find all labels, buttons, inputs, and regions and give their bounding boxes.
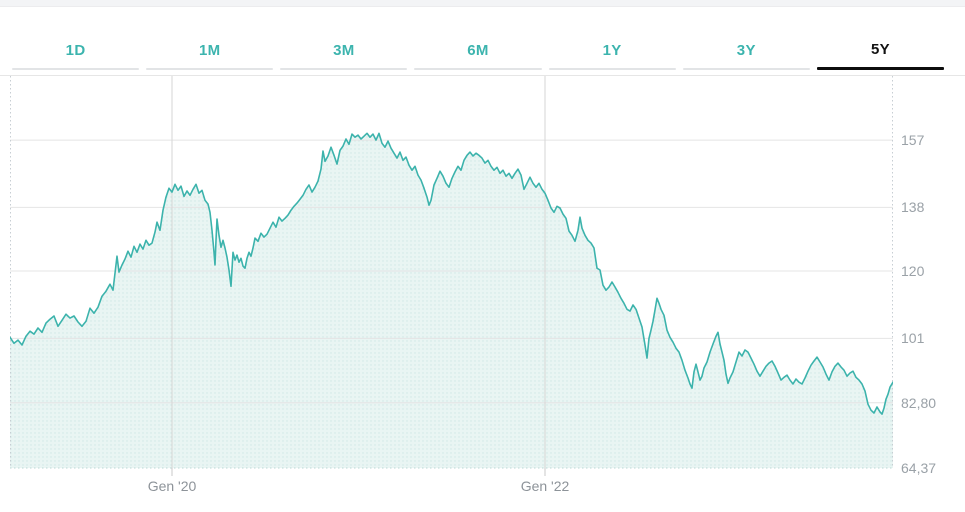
y-axis-label: 120 <box>901 263 925 280</box>
y-axis-label: 138 <box>901 199 925 216</box>
tab-5y[interactable]: 5Y <box>816 28 944 70</box>
tab-1m[interactable]: 1M <box>146 28 274 70</box>
tab-1m-label: 1M <box>198 42 221 59</box>
tab-3m[interactable]: 3M <box>280 28 408 70</box>
tab-1y[interactable]: 1Y <box>548 28 676 70</box>
tab-3m-underline <box>280 68 408 70</box>
period-tabbar: 1D 1M 3M 6M 1Y 3Y 5Y <box>12 28 944 70</box>
tab-5y-underline <box>816 67 944 70</box>
tab-3m-label: 3M <box>333 42 355 59</box>
y-axis-label: 157 <box>901 132 925 149</box>
x-axis-label: Gen '22 <box>520 478 570 494</box>
tab-1m-underline <box>146 68 274 70</box>
tab-1d-underline <box>12 68 140 70</box>
y-axis-label: 101 <box>901 330 925 347</box>
x-axis-label: Gen '20 <box>147 478 197 494</box>
top-strip <box>0 0 965 7</box>
tab-1y-underline <box>548 68 676 70</box>
y-axis-label: 64,37 <box>901 459 937 476</box>
y-axis-label: 82,80 <box>901 394 937 411</box>
tab-3y-label: 3Y <box>736 42 756 59</box>
tab-3y[interactable]: 3Y <box>682 28 810 70</box>
tab-3y-underline <box>682 68 810 70</box>
price-area-chart[interactable] <box>10 76 893 480</box>
tabbar-divider <box>0 75 965 76</box>
tab-5y-label: 5Y <box>870 41 890 58</box>
tab-6m-label: 6M <box>467 42 489 59</box>
tab-6m[interactable]: 6M <box>414 28 542 70</box>
tab-1y-label: 1Y <box>602 42 622 59</box>
tab-1d-label: 1D <box>65 42 86 59</box>
tab-1d[interactable]: 1D <box>12 28 140 70</box>
tab-6m-underline <box>414 68 542 70</box>
